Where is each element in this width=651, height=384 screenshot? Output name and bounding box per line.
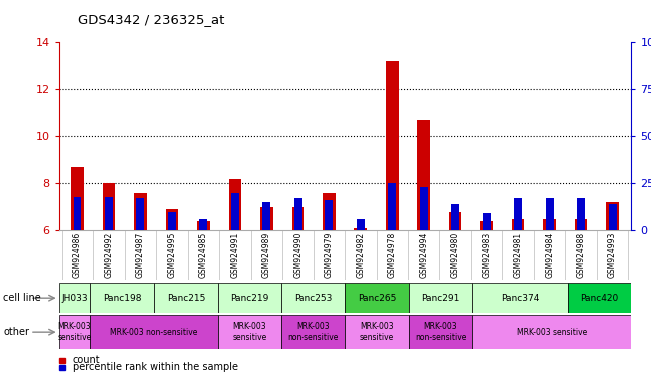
Text: GSM924994: GSM924994 xyxy=(419,232,428,278)
Bar xyxy=(326,200,333,230)
Bar xyxy=(483,214,491,230)
Text: GSM924995: GSM924995 xyxy=(167,232,176,278)
Bar xyxy=(105,197,113,230)
Bar xyxy=(165,209,178,371)
Bar xyxy=(59,283,90,313)
Bar xyxy=(71,167,84,371)
Bar xyxy=(449,212,462,371)
Bar xyxy=(217,315,281,349)
Bar xyxy=(168,212,176,230)
Text: GSM924989: GSM924989 xyxy=(262,232,271,278)
Bar xyxy=(90,315,217,349)
Bar xyxy=(480,221,493,371)
Text: count: count xyxy=(73,355,100,365)
Text: MRK-003
non-sensitive: MRK-003 non-sensitive xyxy=(415,323,466,342)
Bar xyxy=(90,283,154,313)
Bar xyxy=(575,218,587,371)
Bar xyxy=(323,193,335,371)
Bar xyxy=(199,219,207,230)
Bar xyxy=(609,204,616,230)
Bar xyxy=(357,219,365,230)
Bar xyxy=(420,187,428,230)
Text: Panc291: Panc291 xyxy=(421,294,460,303)
Text: MRK-003
non-sensitive: MRK-003 non-sensitive xyxy=(288,323,339,342)
Text: GSM924992: GSM924992 xyxy=(104,232,113,278)
Text: other: other xyxy=(3,327,29,337)
Bar xyxy=(473,283,568,313)
Text: GSM924990: GSM924990 xyxy=(294,232,302,278)
Bar xyxy=(512,218,525,371)
Bar xyxy=(568,283,631,313)
Text: GSM924983: GSM924983 xyxy=(482,232,491,278)
Text: GSM924986: GSM924986 xyxy=(73,232,82,278)
Bar xyxy=(292,207,304,371)
Bar xyxy=(217,283,281,313)
Text: Panc374: Panc374 xyxy=(501,294,539,303)
Text: GSM924988: GSM924988 xyxy=(577,232,586,278)
Bar xyxy=(345,315,409,349)
Bar xyxy=(260,207,273,371)
Bar xyxy=(417,120,430,371)
Text: Panc253: Panc253 xyxy=(294,294,333,303)
Bar xyxy=(134,193,146,371)
Bar xyxy=(355,228,367,371)
Bar xyxy=(231,193,239,230)
Bar xyxy=(154,283,217,313)
Text: GSM924985: GSM924985 xyxy=(199,232,208,278)
Text: cell line: cell line xyxy=(3,293,41,303)
Text: Panc215: Panc215 xyxy=(167,294,205,303)
Bar xyxy=(103,184,115,371)
Bar xyxy=(294,199,302,230)
Text: JH033: JH033 xyxy=(61,294,88,303)
Bar xyxy=(546,199,553,230)
Text: GSM924982: GSM924982 xyxy=(356,232,365,278)
Bar xyxy=(74,197,81,230)
Text: MRK-003
sensitive: MRK-003 sensitive xyxy=(360,323,394,342)
Bar xyxy=(577,199,585,230)
Bar xyxy=(606,202,619,371)
Text: Panc219: Panc219 xyxy=(230,294,269,303)
Bar xyxy=(262,202,270,230)
Text: GSM924987: GSM924987 xyxy=(136,232,145,278)
Bar xyxy=(386,61,398,371)
Text: MRK-003 non-sensitive: MRK-003 non-sensitive xyxy=(111,328,198,337)
Text: GSM924979: GSM924979 xyxy=(325,232,334,278)
Bar xyxy=(197,221,210,371)
Text: Panc198: Panc198 xyxy=(103,294,141,303)
Bar xyxy=(451,204,459,230)
Text: MRK-003 sensitive: MRK-003 sensitive xyxy=(517,328,587,337)
Bar xyxy=(409,283,473,313)
Text: GSM924991: GSM924991 xyxy=(230,232,240,278)
Bar xyxy=(281,283,345,313)
Text: MRK-003
sensitive: MRK-003 sensitive xyxy=(232,323,267,342)
Text: GSM924981: GSM924981 xyxy=(514,232,523,278)
Bar xyxy=(59,315,90,349)
Text: Panc265: Panc265 xyxy=(357,294,396,303)
Bar xyxy=(229,179,241,371)
Bar xyxy=(281,315,345,349)
Text: MRK-003
sensitive: MRK-003 sensitive xyxy=(57,323,92,342)
Bar xyxy=(345,283,409,313)
Bar xyxy=(409,315,473,349)
Bar xyxy=(473,315,631,349)
Text: GDS4342 / 236325_at: GDS4342 / 236325_at xyxy=(78,13,225,26)
Text: GSM924978: GSM924978 xyxy=(388,232,396,278)
Text: GSM924993: GSM924993 xyxy=(608,232,617,278)
Text: percentile rank within the sample: percentile rank within the sample xyxy=(73,362,238,372)
Bar xyxy=(544,218,556,371)
Bar xyxy=(137,199,145,230)
Bar xyxy=(388,184,396,230)
Text: GSM924980: GSM924980 xyxy=(450,232,460,278)
Text: GSM924984: GSM924984 xyxy=(545,232,554,278)
Bar xyxy=(514,199,522,230)
Text: Panc420: Panc420 xyxy=(581,294,618,303)
